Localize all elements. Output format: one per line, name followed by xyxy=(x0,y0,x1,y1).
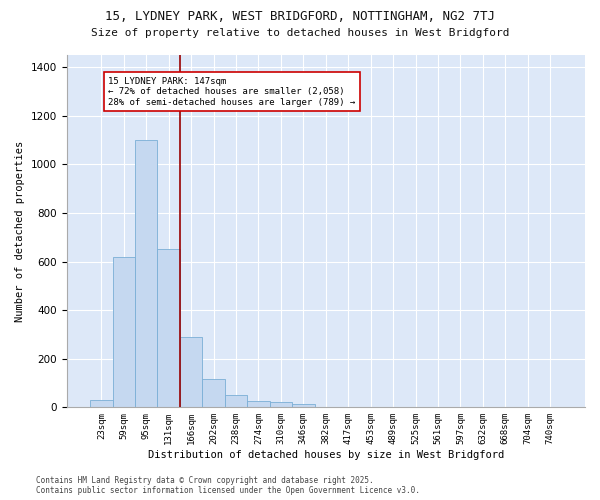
Bar xyxy=(180,337,202,407)
Text: 15 LYDNEY PARK: 147sqm
← 72% of detached houses are smaller (2,058)
28% of semi-: 15 LYDNEY PARK: 147sqm ← 72% of detached… xyxy=(108,77,355,106)
Bar xyxy=(269,402,292,407)
Bar xyxy=(247,402,269,407)
Y-axis label: Number of detached properties: Number of detached properties xyxy=(15,140,25,322)
X-axis label: Distribution of detached houses by size in West Bridgford: Distribution of detached houses by size … xyxy=(148,450,504,460)
Bar xyxy=(157,250,180,408)
Bar xyxy=(292,404,314,407)
Bar xyxy=(225,395,247,407)
Bar xyxy=(113,256,135,408)
Bar xyxy=(90,400,113,407)
Bar xyxy=(135,140,157,407)
Text: Contains HM Land Registry data © Crown copyright and database right 2025.
Contai: Contains HM Land Registry data © Crown c… xyxy=(36,476,420,495)
Text: 15, LYDNEY PARK, WEST BRIDGFORD, NOTTINGHAM, NG2 7TJ: 15, LYDNEY PARK, WEST BRIDGFORD, NOTTING… xyxy=(105,10,495,23)
Text: Size of property relative to detached houses in West Bridgford: Size of property relative to detached ho… xyxy=(91,28,509,38)
Bar xyxy=(202,380,225,407)
